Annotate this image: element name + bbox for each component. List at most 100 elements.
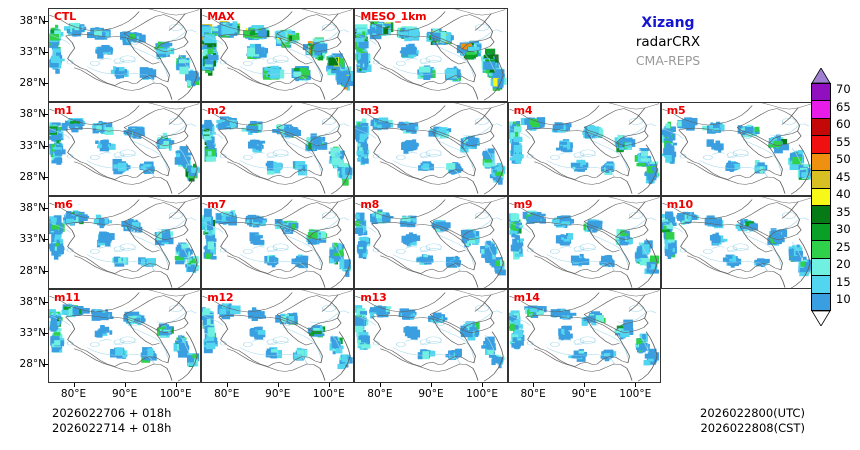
panel-map xyxy=(355,9,507,101)
colorbar-cell xyxy=(812,240,830,258)
colorbar-cap-high xyxy=(811,67,831,84)
x-tick-mark xyxy=(584,383,586,387)
colorbar-tick-label: 55 xyxy=(836,134,851,149)
panel-label: m14 xyxy=(513,291,540,305)
y-tick-label: 38°N xyxy=(19,202,46,214)
colorbar-cell xyxy=(812,275,830,293)
y-tick-label: 28°N xyxy=(19,264,46,277)
x-tick-mark xyxy=(533,383,535,387)
y-tick-label: 33°N xyxy=(19,45,46,58)
map-panel-meso_1km[interactable]: MESO_1km xyxy=(354,8,508,102)
colorbar-tick-label: 60 xyxy=(836,117,851,132)
y-tick-label: 38°N xyxy=(19,14,46,27)
panel-label: m12 xyxy=(207,291,234,305)
map-panel-m9[interactable]: m9 xyxy=(507,195,661,290)
x-tick-label: 100°E xyxy=(619,388,652,400)
title-variable: radarCRX xyxy=(635,34,701,50)
y-tick-mark xyxy=(43,333,48,334)
y-tick-mark xyxy=(43,176,48,178)
colorbar-cell xyxy=(812,84,830,101)
x-tick-mark xyxy=(431,383,432,387)
map-panel-ctl[interactable]: CTL xyxy=(48,8,202,102)
panel-row: m6 m7 m8 m9 m10 xyxy=(48,195,814,290)
panel-map xyxy=(508,102,660,195)
map-panel-m13[interactable]: m13 xyxy=(354,289,508,383)
y-tick-label: 33°N xyxy=(19,327,46,339)
panel-map xyxy=(49,290,200,382)
panel-map xyxy=(49,102,201,195)
map-panel-m7[interactable]: m7 xyxy=(201,195,355,290)
y-tick-mark xyxy=(43,83,48,84)
map-panel-m10[interactable]: m10 xyxy=(660,195,814,290)
panel-label: MAX xyxy=(207,10,235,23)
y-tick-label: 38°N xyxy=(19,295,46,308)
panel-label: m6 xyxy=(54,197,73,211)
colorbar-tick-label: 25 xyxy=(836,239,851,254)
panel-map xyxy=(202,9,354,101)
x-tick-mark xyxy=(328,383,330,387)
panel-label: m9 xyxy=(513,197,533,211)
colorbar-tick-label: 70 xyxy=(836,82,851,96)
colorbar-body xyxy=(811,83,831,311)
map-panel-m4[interactable]: m4 xyxy=(507,101,661,196)
colorbar-tick-label: 50 xyxy=(836,152,851,167)
y-tick-label: 33°N xyxy=(19,139,46,152)
footer-init-line: 2026022706 + 018h xyxy=(52,406,172,420)
title-block: Xizang radarCRX CMA-REPS xyxy=(548,14,788,70)
colorbar-cell xyxy=(812,100,830,118)
panel-label: m8 xyxy=(360,197,380,211)
panel-label: m11 xyxy=(54,291,81,305)
title-region: Xizang xyxy=(641,15,695,31)
panel-map xyxy=(355,196,507,289)
map-panel-m12[interactable]: m12 xyxy=(201,289,355,383)
y-tick-label: 38°N xyxy=(19,108,46,121)
footer-valid-line: 2026022800(UTC) xyxy=(700,406,805,420)
map-panel-m11[interactable]: m11 xyxy=(48,289,202,383)
panel-map xyxy=(661,102,813,195)
map-panel-m14[interactable]: m14 xyxy=(507,289,661,383)
map-panel-m3[interactable]: m3 xyxy=(354,101,508,196)
x-tick-label: 80°E xyxy=(367,388,393,400)
map-panel-m2[interactable]: m2 xyxy=(201,101,355,196)
colorbar-cell xyxy=(812,222,830,241)
panel-map xyxy=(508,196,660,289)
colorbar-tick-label: 35 xyxy=(836,204,851,219)
x-tick-label: 90°E xyxy=(265,388,291,400)
panel-label: CTL xyxy=(54,10,76,23)
map-panel-m8[interactable]: m8 xyxy=(354,195,508,290)
map-panel-m5[interactable]: m5 xyxy=(660,101,814,196)
colorbar-tick-label: 20 xyxy=(836,257,851,272)
footer-valid-times: 2026022800(UTC) 2026022808(CST) xyxy=(700,406,805,436)
y-tick-mark xyxy=(43,208,48,209)
map-panel-max[interactable]: MAX xyxy=(201,8,355,102)
colorbar-cell xyxy=(812,117,830,136)
y-tick-label: 28°N xyxy=(19,170,46,183)
map-panel-m1[interactable]: m1 xyxy=(48,101,202,196)
y-tick-label: 33°N xyxy=(19,233,46,246)
x-tick-label: 80°E xyxy=(520,388,546,400)
map-panel-m6[interactable]: m6 xyxy=(48,195,202,290)
x-tick-label: 90°E xyxy=(571,388,597,400)
x-tick-label: 100°E xyxy=(466,388,499,400)
x-tick-mark xyxy=(73,383,75,387)
y-tick-mark xyxy=(43,239,48,241)
y-tick-label: 28°N xyxy=(19,77,46,89)
panel-map xyxy=(202,290,353,382)
panel-label: m2 xyxy=(207,103,226,117)
x-tick-label: 80°E xyxy=(214,388,240,400)
y-tick-label: 28°N xyxy=(19,358,46,371)
panel-row: CTL MAX MESO_1km xyxy=(48,8,814,102)
panel-map xyxy=(202,196,353,289)
panel-map xyxy=(508,290,660,382)
footer-valid-line: 2026022808(CST) xyxy=(700,421,805,435)
panel-map xyxy=(49,9,201,101)
panel-label: m5 xyxy=(666,103,686,117)
colorbar-tick-label: 65 xyxy=(836,99,851,114)
panel-label: m1 xyxy=(54,103,73,117)
panel-map xyxy=(49,196,200,289)
x-tick-mark xyxy=(635,383,637,387)
colorbar-tick-label: 40 xyxy=(836,187,851,202)
colorbar-cap-low xyxy=(811,310,831,327)
panel-label: m4 xyxy=(513,103,533,117)
x-tick-label: 100°E xyxy=(159,388,192,400)
